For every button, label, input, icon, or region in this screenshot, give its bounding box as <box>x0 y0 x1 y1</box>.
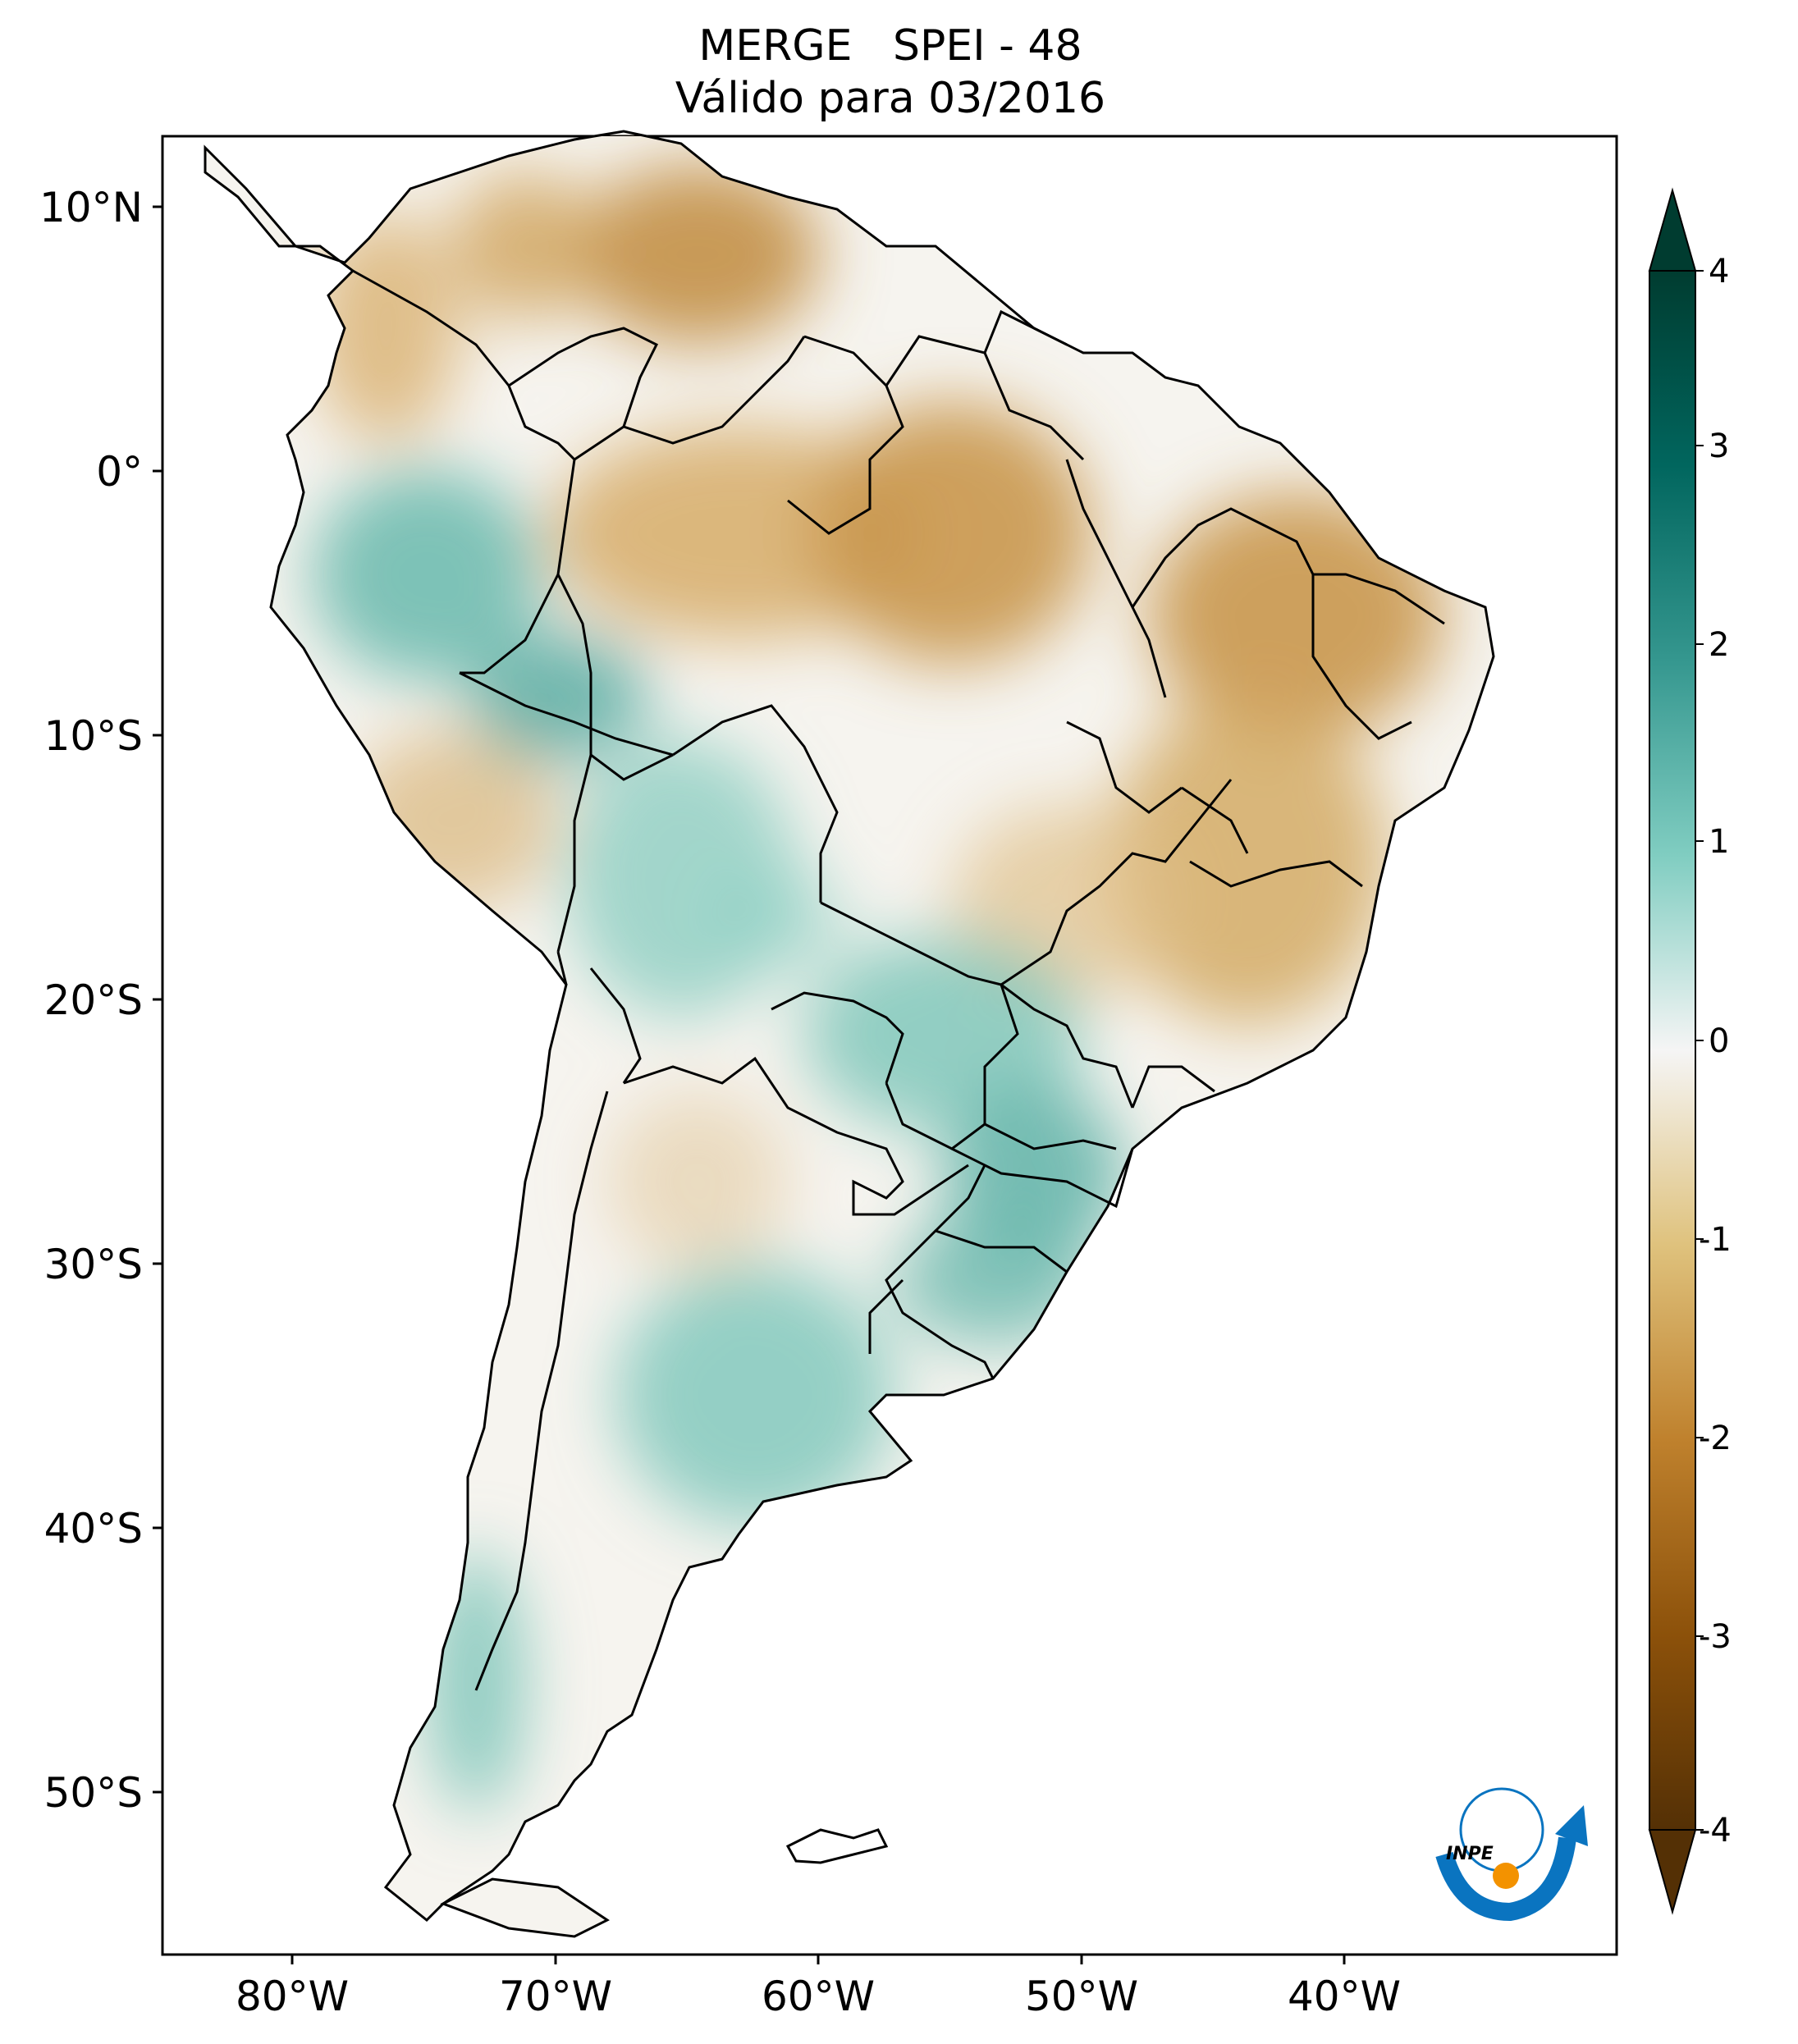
colorbar-tick-label: 2 <box>1709 626 1729 664</box>
lat-tick-label: 30°S <box>44 1241 143 1288</box>
colorbar-tick-label: 1 <box>1709 823 1729 861</box>
lat-tick-label: 40°S <box>44 1505 143 1552</box>
lat-tick-label: 10°S <box>44 712 143 760</box>
colorbar-tick-label: -4 <box>1699 1812 1732 1850</box>
lon-tick-label: 80°W <box>236 1973 349 2020</box>
colorbar-tick-label: -3 <box>1699 1618 1732 1656</box>
lat-tick-label: 50°S <box>44 1769 143 1817</box>
colorbar-tick-label: -2 <box>1699 1420 1732 1457</box>
tierra-del-fuego <box>440 1877 610 1938</box>
colorbar-min-extension <box>1648 1829 1697 1915</box>
lon-tick-label: 70°W <box>499 1973 612 2020</box>
lat-tick-label: 0° <box>96 448 143 496</box>
map-subtitle: Válido para 03/2016 <box>675 74 1106 123</box>
lon-axis: 80°W 70°W 60°W 50°W 40°W <box>236 1955 1401 2020</box>
logo-text: INPE <box>1446 1844 1494 1864</box>
falkland-islands <box>785 1828 889 1864</box>
political-borders <box>352 269 1445 1691</box>
colorbar-tick-label: -1 <box>1699 1221 1732 1259</box>
lat-axis: 10°N 0° 10°S 20°S 30°S 40°S 50°S <box>39 184 162 1817</box>
lon-tick-label: 40°W <box>1288 1973 1401 2020</box>
colorbar-tick-label: 3 <box>1709 428 1729 465</box>
colorbar-bar <box>1649 270 1696 1831</box>
colorbar-tick-label: 4 <box>1709 253 1729 290</box>
colorbar-tick-label: 0 <box>1709 1022 1729 1060</box>
lon-tick-label: 60°W <box>762 1973 875 2020</box>
lon-tick-label: 50°W <box>1025 1973 1138 2020</box>
lat-tick-label: 20°S <box>44 976 143 1024</box>
logo-sun-icon <box>1493 1863 1519 1889</box>
lat-tick-label: 10°N <box>39 184 143 231</box>
map-title: MERGE SPEI - 48 <box>698 21 1082 71</box>
colorbar-max-extension <box>1648 187 1697 272</box>
inpe-logo: INPE <box>1435 1787 1588 1922</box>
colorbar: 4 3 2 1 0 -1 -2 -3 -4 <box>1648 187 1732 1915</box>
